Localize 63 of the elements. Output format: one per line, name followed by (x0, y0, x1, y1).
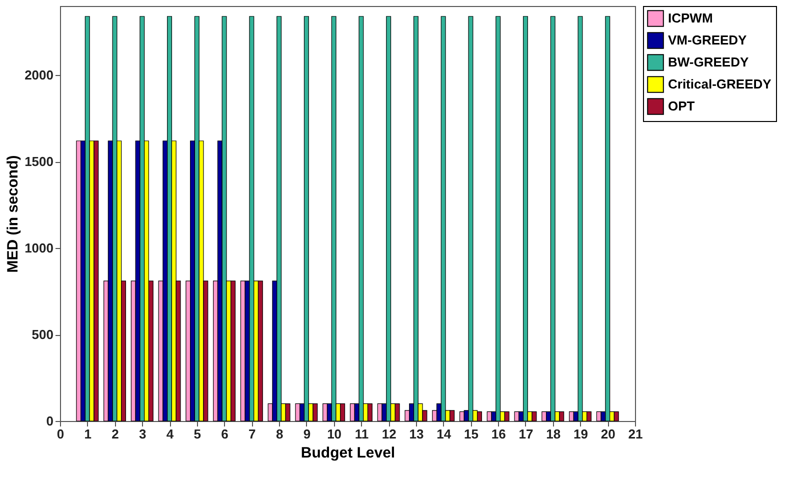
bar (76, 140, 82, 422)
bar (249, 16, 254, 422)
bar (394, 403, 400, 422)
x-tick-label: 14 (436, 426, 452, 442)
bar (532, 411, 537, 422)
x-tick-label: 2 (112, 426, 119, 442)
bar (514, 411, 520, 422)
y-tick-label: 0 (46, 414, 54, 428)
bar (522, 16, 528, 422)
x-tick-label: 4 (166, 426, 174, 442)
y-tick-label: 500 (32, 327, 54, 342)
bar (550, 16, 556, 422)
legend-label: BW-GREEDY (668, 54, 749, 70)
x-tick-label: 0 (56, 426, 64, 442)
x-tick-label: 11 (354, 426, 369, 442)
y-tick-label: 1000 (24, 240, 54, 256)
bar (258, 280, 263, 422)
x-tick-label: 15 (464, 426, 478, 442)
bar (614, 411, 619, 422)
y-axis-title: MED (in second) (4, 155, 22, 273)
bar (476, 411, 482, 422)
bar (295, 403, 300, 422)
x-tick-label: 21 (628, 426, 643, 442)
x-axis-title: Budget Level (300, 444, 396, 462)
bar (285, 403, 290, 422)
x-tick-label: 20 (600, 426, 616, 442)
x-tick-label: 10 (327, 426, 342, 442)
bar (322, 403, 328, 422)
x-tick-label: 19 (574, 426, 588, 442)
x-tick-label: 5 (194, 426, 202, 442)
bar (331, 16, 336, 422)
bar (312, 403, 318, 422)
bar (578, 16, 583, 422)
y-tick-label: 2000 (24, 68, 54, 83)
legend-label: OPT (668, 98, 695, 114)
x-tick-label: 7 (248, 426, 256, 442)
x-tick-label: 13 (409, 426, 424, 442)
bar (112, 16, 118, 422)
bar (350, 403, 355, 422)
bar (367, 403, 372, 422)
x-tick-label: 18 (546, 426, 561, 442)
bar (222, 16, 227, 422)
legend-label: Critical-GREEDY (668, 76, 772, 92)
bar (468, 16, 474, 422)
bar (542, 411, 547, 422)
x-tick-label: 3 (139, 426, 146, 442)
bar (568, 411, 574, 422)
x-tick-label: 9 (303, 426, 311, 442)
bar (459, 411, 464, 422)
x-tick-label: 6 (221, 426, 228, 442)
legend-label: ICPWM (668, 10, 713, 26)
legend-label: VM-GREEDY (668, 32, 748, 48)
x-tick-label: 1 (84, 426, 92, 442)
bar (240, 280, 246, 422)
x-tick-label: 17 (518, 426, 534, 442)
bar (504, 411, 510, 422)
x-tick-label: 12 (382, 426, 396, 442)
bar (304, 16, 309, 422)
bar (440, 16, 446, 422)
x-tick-label: 8 (276, 426, 284, 442)
x-tick-label: 16 (491, 426, 506, 442)
y-tick-label: 1500 (24, 154, 54, 170)
bar (358, 16, 364, 422)
